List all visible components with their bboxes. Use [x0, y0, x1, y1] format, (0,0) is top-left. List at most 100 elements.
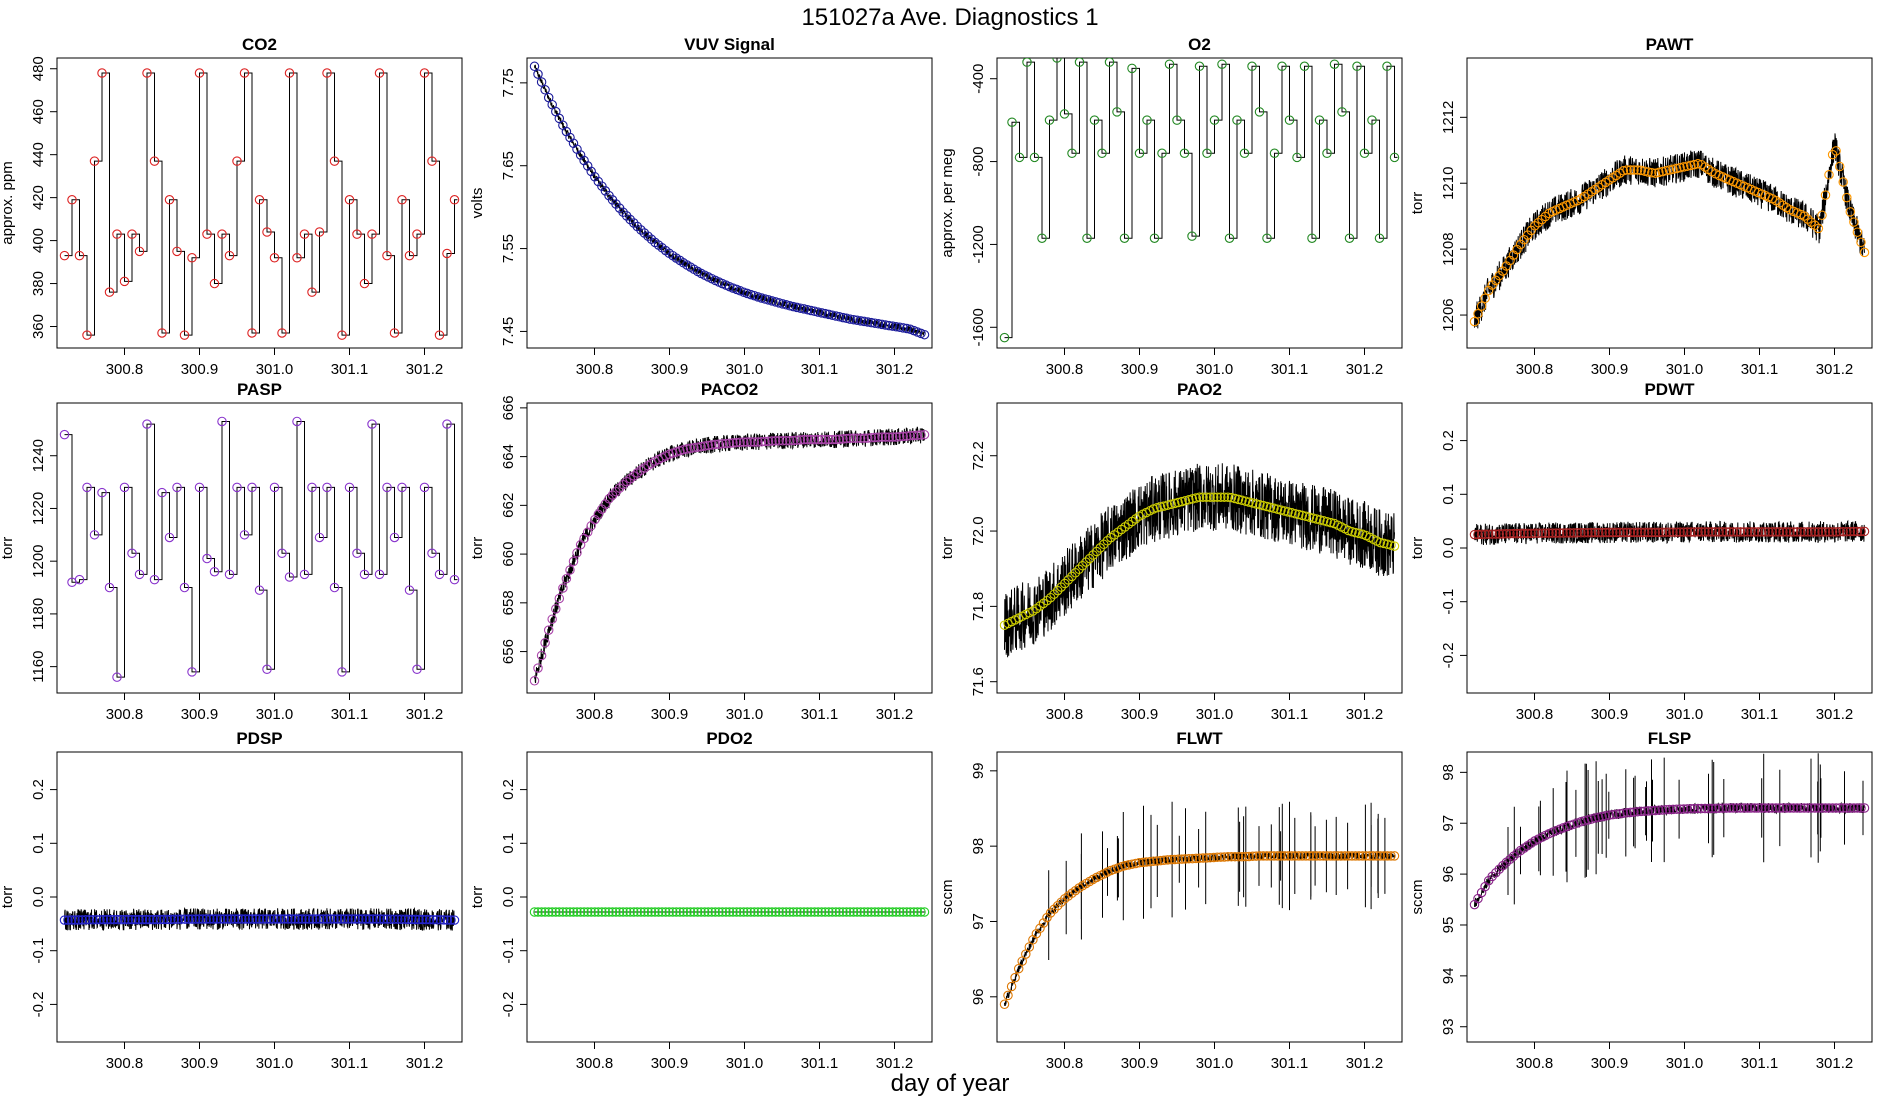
- data-point: [1010, 972, 1020, 983]
- data-point: [1308, 851, 1318, 861]
- panel-title: FLWT: [1176, 729, 1223, 748]
- data-point: [1329, 59, 1340, 69]
- data-point: [756, 907, 767, 917]
- data-point: [1717, 803, 1728, 813]
- data-point: [582, 161, 593, 171]
- data-point: [1469, 529, 1480, 540]
- data-point: [834, 907, 845, 917]
- data-point: [1671, 527, 1682, 537]
- data-point: [1315, 851, 1325, 861]
- data-point: [1343, 851, 1354, 861]
- x-tick-label: 301.2: [876, 1055, 914, 1072]
- data-point: [1678, 527, 1689, 537]
- data-point: [144, 914, 155, 925]
- data-point: [1172, 115, 1182, 125]
- data-point: [120, 914, 130, 925]
- data-point: [217, 229, 227, 239]
- x-tick-label: 301.0: [256, 706, 294, 723]
- data-point: [82, 482, 92, 493]
- x-tick-label: 301.2: [1346, 706, 1384, 723]
- x-tick-label: 301.2: [406, 1055, 444, 1072]
- data-point: [130, 914, 141, 925]
- data-point: [1375, 851, 1386, 861]
- data-point: [1290, 508, 1300, 519]
- x-tick-label: 301.2: [406, 706, 444, 723]
- data-point: [1842, 192, 1852, 203]
- data-point: [905, 431, 916, 441]
- data-point: [597, 907, 607, 917]
- data-point: [1498, 266, 1508, 276]
- data-point: [1173, 854, 1183, 865]
- data-point: [382, 914, 392, 924]
- data-point: [412, 229, 422, 239]
- data-point: [735, 907, 745, 917]
- data-point: [1593, 812, 1604, 823]
- data-point: [1340, 851, 1350, 861]
- data-point: [339, 914, 350, 924]
- data-point: [277, 328, 287, 338]
- data-point: [1508, 528, 1519, 539]
- y-tick-label: -0.2: [30, 991, 47, 1017]
- panel-title: PAO2: [1177, 380, 1222, 399]
- data-point: [916, 907, 926, 917]
- data-point: [1480, 293, 1490, 304]
- data-point: [678, 444, 689, 455]
- data-point: [1070, 568, 1081, 578]
- y-tick-label: 664: [500, 444, 517, 469]
- data-point: [374, 569, 385, 580]
- data-point: [1308, 513, 1318, 523]
- panel-pdwt: PDWT torr -0.2 -0.1 0.0 0.1 0.2 300.8 300.9 301.0…: [1409, 380, 1873, 723]
- data-point: [909, 907, 919, 917]
- raw-data-trace: [534, 64, 925, 339]
- data-point: [1112, 107, 1122, 117]
- data-point: [721, 907, 731, 917]
- data-point: [1014, 152, 1025, 163]
- data-point: [1764, 527, 1774, 537]
- data-point: [1350, 851, 1361, 861]
- data-point: [1382, 539, 1393, 550]
- data-point: [540, 85, 550, 95]
- data-point: [565, 565, 575, 575]
- y-tick-label: -400: [970, 64, 987, 94]
- y-tick-label: 99: [970, 762, 987, 779]
- data-point: [1583, 815, 1593, 825]
- data-point: [1314, 115, 1325, 125]
- data-point: [1647, 167, 1657, 178]
- data-point: [848, 433, 859, 444]
- y-tick-label: 660: [500, 542, 517, 567]
- data-point: [898, 323, 908, 333]
- data-point: [891, 432, 901, 442]
- y-tick-label: 0.0: [500, 887, 517, 908]
- data-point: [307, 482, 317, 493]
- data-point: [112, 914, 123, 925]
- y-tick-label: 7.75: [500, 68, 517, 97]
- data-point: [600, 907, 611, 917]
- data-point: [785, 907, 795, 917]
- data-point: [1636, 165, 1646, 176]
- data-point: [999, 999, 1010, 1010]
- data-point: [1337, 107, 1347, 117]
- data-point: [1208, 852, 1219, 863]
- x-tick-label: 300.9: [1121, 1055, 1159, 1072]
- data-point: [1664, 527, 1675, 537]
- raw-data-trace: [1474, 753, 1865, 907]
- y-tick-label: 0.0: [1440, 538, 1457, 559]
- data-point: [368, 914, 378, 924]
- panel-pawt: PAWT torr 1206 1208 1210 1212 300.8 300.9 301.0 3…: [1409, 35, 1873, 378]
- plot-frame: [56, 402, 463, 694]
- data-point: [240, 914, 251, 924]
- data-point: [912, 430, 923, 441]
- data-point: [439, 915, 449, 925]
- data-point: [1856, 237, 1866, 248]
- data-point: [1537, 214, 1547, 225]
- x-tick-label: 301.0: [1196, 1055, 1234, 1072]
- data-point: [1148, 856, 1159, 867]
- data-point: [909, 430, 919, 441]
- data-point: [841, 313, 852, 324]
- data-point: [1059, 109, 1070, 119]
- x-tick-label: 301.2: [876, 361, 914, 378]
- data-point: [1668, 804, 1678, 815]
- data-point: [1232, 115, 1242, 125]
- data-point: [1813, 223, 1824, 234]
- data-point: [354, 914, 364, 924]
